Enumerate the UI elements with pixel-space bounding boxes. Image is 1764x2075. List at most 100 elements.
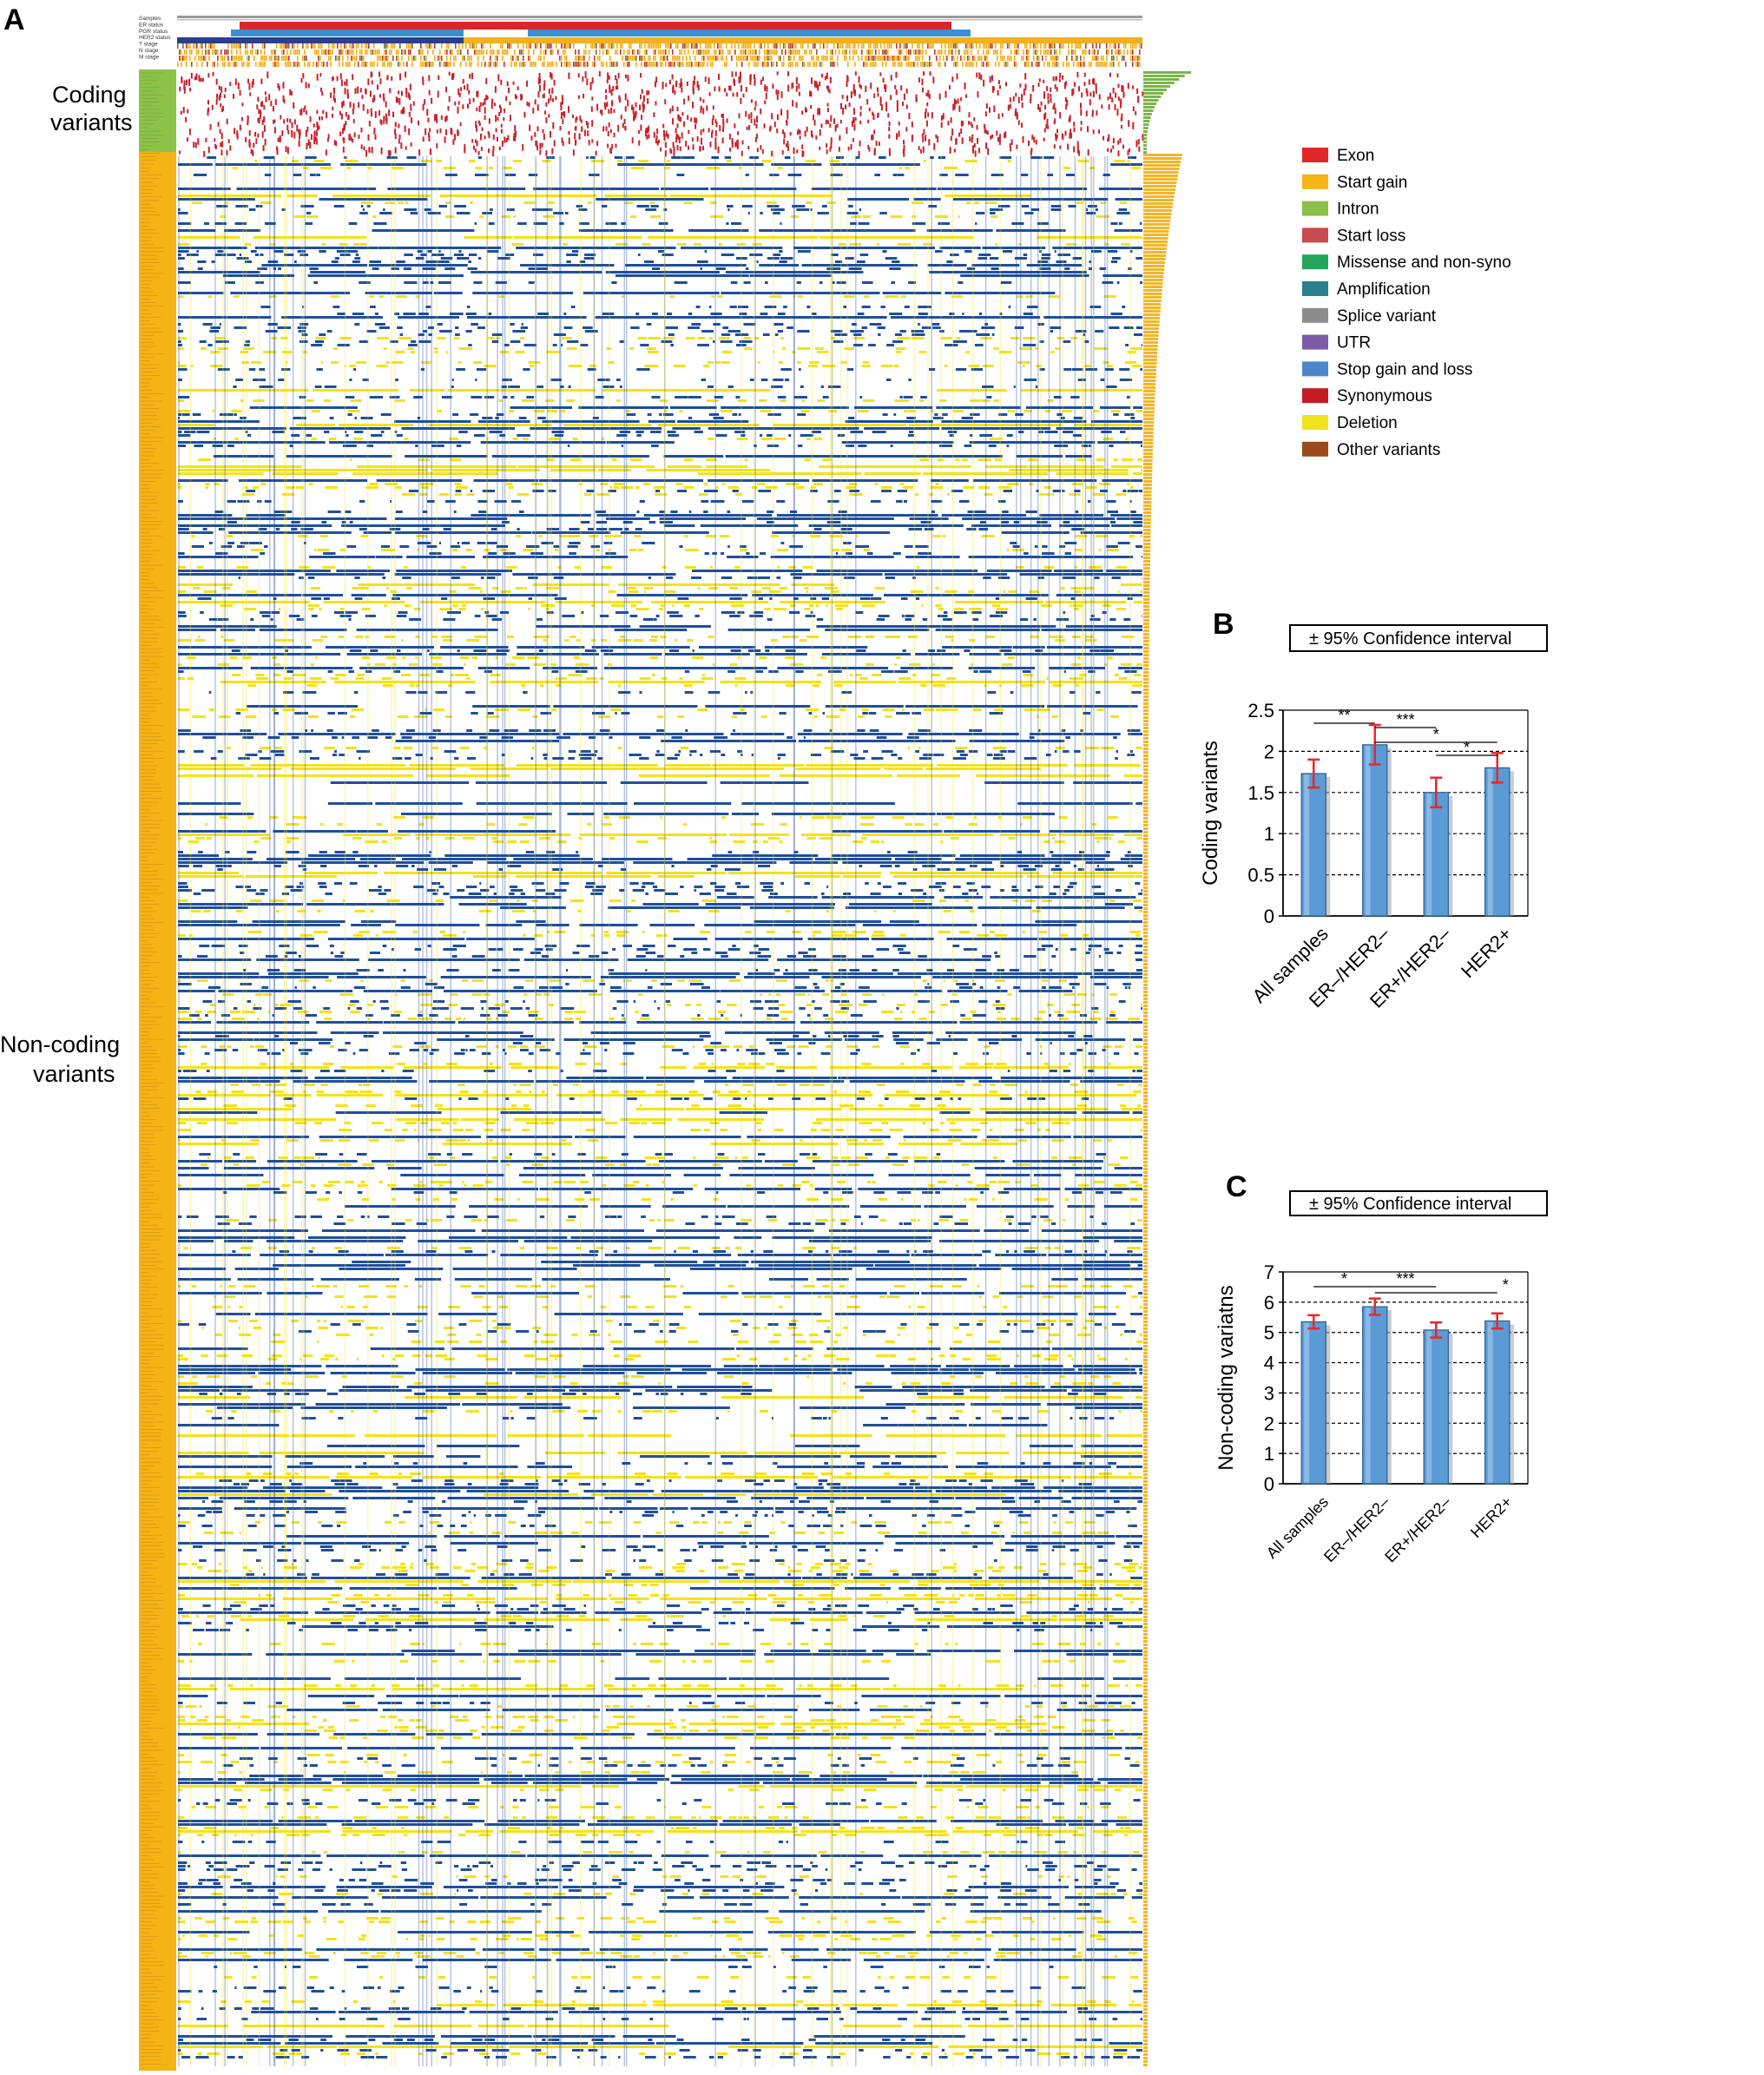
variant-segment — [708, 438, 714, 440]
coding-variant-mark — [343, 101, 345, 106]
variant-segment — [356, 361, 366, 364]
variant-segment — [532, 208, 543, 211]
coding-variant-mark — [877, 93, 879, 96]
stage-track-cell — [420, 49, 422, 55]
stage-track-cell — [538, 56, 540, 61]
variant-segment — [689, 511, 692, 513]
stage-track-cell — [207, 49, 208, 55]
coding-variant-mark — [633, 113, 635, 117]
variant-segment — [889, 313, 902, 315]
stage-track-cell — [396, 56, 398, 61]
variant-segment — [567, 347, 577, 350]
variant-segment — [311, 438, 317, 440]
stage-track-cell — [804, 49, 806, 55]
variant-segment — [306, 156, 317, 159]
coding-variant-mark — [971, 124, 973, 128]
variant-segment — [728, 486, 739, 489]
variant-segment — [713, 323, 720, 326]
coding-variant-mark — [1059, 73, 1061, 78]
stage-track-cell — [946, 56, 948, 61]
variant-segment — [991, 215, 997, 218]
variant-segment — [921, 521, 931, 524]
stage-track-cell — [1135, 43, 1137, 49]
variant-band — [681, 247, 782, 249]
stage-track-cell — [1109, 43, 1111, 49]
variant-segment — [291, 528, 297, 530]
coding-variant-mark — [740, 98, 741, 104]
stage-track-cell — [1127, 49, 1129, 55]
coding-variant-mark — [1054, 121, 1056, 124]
stage-track-cell — [719, 49, 721, 55]
coding-variant-mark — [702, 99, 704, 102]
variant-segment — [785, 156, 791, 159]
coding-variant-mark — [611, 100, 613, 104]
coding-variant-mark — [501, 129, 503, 134]
variant-segment — [694, 431, 703, 433]
coding-variant-mark — [475, 139, 477, 142]
stage-track-cell — [899, 62, 901, 67]
coding-variant-mark — [734, 142, 736, 147]
stage-track-cell — [950, 49, 951, 55]
variant-segment — [418, 458, 425, 461]
variant-segment — [1010, 410, 1015, 412]
stage-track-cell — [759, 43, 760, 49]
coding-variant-mark — [810, 105, 812, 109]
coding-variant-mark — [771, 113, 773, 119]
stage-track-cell — [504, 62, 505, 67]
stage-track-cell — [583, 62, 585, 67]
variant-segment — [428, 326, 434, 329]
stage-track-cell — [286, 62, 288, 67]
variant-segment — [698, 587, 701, 590]
coding-variant-mark — [617, 125, 619, 132]
stage-track-cell — [707, 49, 708, 55]
stage-track-cell — [517, 56, 519, 61]
variant-segment — [462, 542, 470, 544]
stage-track-cell — [754, 62, 755, 67]
stage-track-cell — [207, 62, 208, 67]
variant-segment — [597, 379, 604, 381]
coding-variant-mark — [287, 147, 289, 154]
stage-track-cell — [318, 56, 319, 61]
stage-track-cell — [411, 43, 413, 49]
variant-band — [246, 514, 285, 517]
variant-segment — [871, 597, 882, 600]
variant-segment — [893, 552, 901, 555]
stage-track-cell — [378, 56, 380, 61]
variant-band — [910, 517, 949, 520]
coding-variant-mark — [521, 95, 523, 100]
variant-segment — [408, 347, 414, 350]
variant-band — [1134, 601, 1142, 603]
variant-segment — [827, 500, 839, 503]
stage-track-cell — [1021, 56, 1023, 61]
coding-variant-mark — [383, 120, 385, 123]
coding-variant-mark — [287, 130, 289, 135]
coding-variant-mark — [489, 118, 490, 123]
variant-segment — [178, 528, 189, 530]
coding-variant-mark — [1089, 99, 1091, 105]
coding-variant-mark — [827, 108, 829, 112]
stage-track-cell — [516, 62, 517, 67]
variant-segment — [293, 417, 306, 419]
stage-track-cell — [691, 43, 693, 49]
variant-segment — [649, 521, 655, 524]
stage-track-cell — [677, 56, 679, 61]
stage-track-cell — [1007, 56, 1009, 61]
variant-segment — [1089, 566, 1101, 569]
stage-track-cell — [429, 43, 431, 49]
coding-variant-mark — [876, 141, 878, 146]
coding-variant-mark — [1033, 136, 1035, 142]
coding-variant-mark — [866, 99, 868, 105]
variant-band — [492, 455, 649, 458]
variant-segment — [799, 368, 801, 371]
variant-segment — [859, 222, 870, 225]
coding-variant-mark — [447, 106, 449, 110]
coding-variant-mark — [980, 75, 982, 81]
coding-variant-mark — [727, 118, 728, 122]
variant-segment — [466, 313, 477, 315]
stage-track-cell — [241, 56, 243, 61]
stage-track-cell — [186, 49, 188, 55]
coding-variant-mark — [504, 109, 505, 113]
variant-segment — [1128, 160, 1129, 162]
stage-track-cell — [236, 43, 238, 49]
coding-variant-mark — [526, 102, 528, 106]
